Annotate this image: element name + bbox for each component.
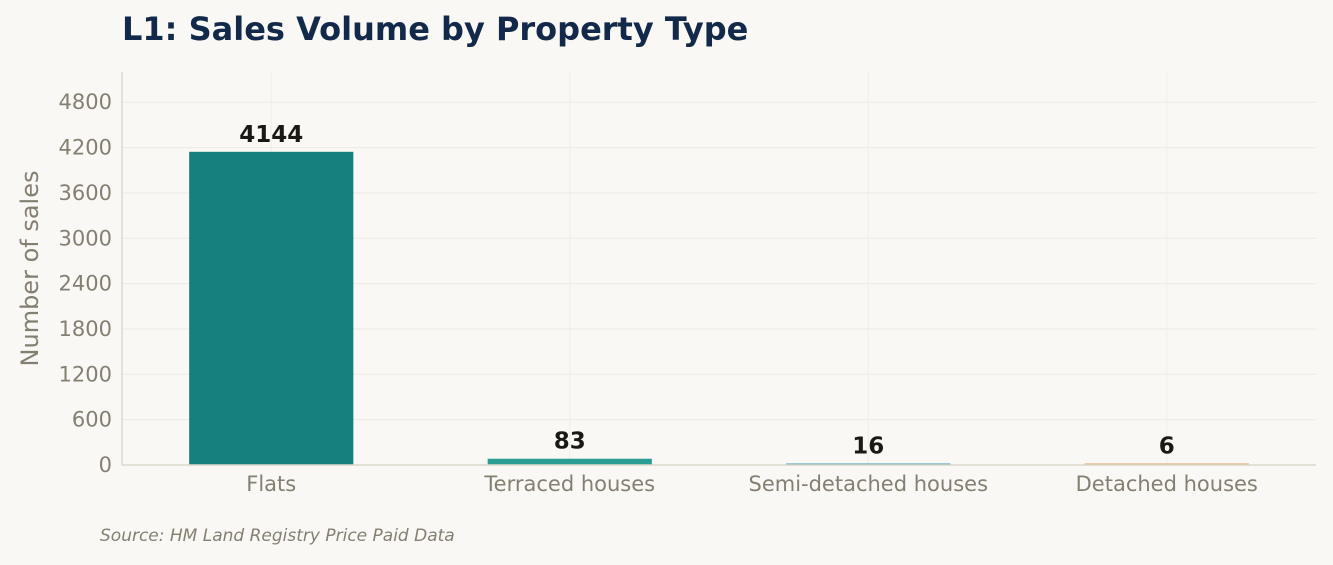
y-tick-label: 4200	[59, 136, 112, 160]
y-tick-label: 3600	[59, 181, 112, 205]
data-label: 83	[554, 429, 586, 455]
x-axis: Flats Terraced houses Semi-detached houses…	[122, 464, 1316, 496]
y-tick-label: 1200	[59, 362, 112, 386]
data-labels: 4144 83 16 6	[239, 122, 1175, 460]
x-tick-label: Detached houses	[1076, 472, 1258, 496]
bars	[189, 151, 1249, 465]
y-tick-label: 600	[72, 408, 112, 432]
y-tick-label: 2400	[59, 272, 112, 296]
x-tick-label: Semi-detached houses	[748, 472, 988, 496]
data-label: 6	[1159, 434, 1175, 460]
chart-title: L1: Sales Volume by Property Type	[122, 10, 749, 48]
y-axis: 0 600 1200 1800 2400 3000 3600 4200 4800	[59, 72, 123, 477]
data-label: 4144	[239, 122, 303, 148]
x-tick-label: Terraced houses	[483, 472, 655, 496]
bar	[487, 458, 652, 465]
y-tick-label: 0	[99, 453, 112, 477]
y-axis-label: Number of sales	[16, 171, 44, 367]
y-tick-label: 3000	[59, 226, 112, 250]
data-label: 16	[852, 434, 884, 460]
y-tick-label: 1800	[59, 317, 112, 341]
x-tick-label: Flats	[246, 472, 296, 496]
bar	[189, 151, 354, 465]
y-tick-label: 4800	[59, 90, 112, 114]
source-note: Source: HM Land Registry Price Paid Data	[100, 526, 455, 546]
